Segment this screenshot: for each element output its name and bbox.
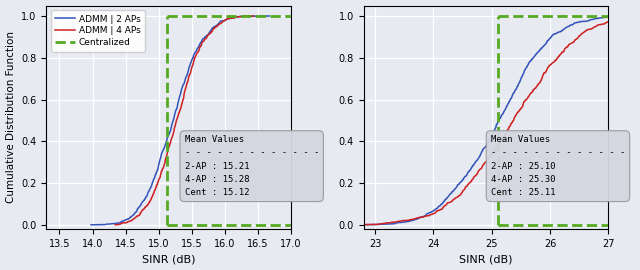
ADMM | 2 APs	[87, 223, 95, 227]
Line: ADMM | 4 APs: ADMM | 4 APs	[115, 16, 254, 225]
ADMM | 4 APs	[536, 80, 544, 83]
ADMM | 2 APs	[166, 131, 173, 134]
ADMM | 2 APs	[266, 14, 273, 18]
ADMM | 2 APs	[438, 202, 446, 205]
ADMM | 4 APs	[170, 131, 177, 134]
ADMM | 4 APs	[250, 14, 258, 18]
ADMM | 4 APs	[444, 202, 451, 205]
ADMM | 2 APs	[181, 80, 189, 83]
X-axis label: SINR (dB): SINR (dB)	[459, 254, 513, 264]
ADMM | 2 APs	[529, 57, 536, 60]
Line: ADMM | 4 APs: ADMM | 4 APs	[364, 16, 640, 225]
ADMM | 2 APs	[358, 223, 365, 227]
Line: ADMM | 2 APs: ADMM | 2 APs	[362, 16, 640, 225]
ADMM | 2 APs	[163, 139, 170, 142]
ADMM | 4 APs	[184, 80, 191, 83]
ADMM | 4 APs	[191, 57, 198, 60]
ADMM | 2 APs	[490, 131, 497, 134]
ADMM | 4 APs	[360, 223, 367, 227]
ADMM | 4 APs	[550, 60, 558, 64]
Y-axis label: Cumulative Distribution Function: Cumulative Distribution Function	[6, 31, 15, 203]
ADMM | 2 APs	[189, 57, 197, 60]
X-axis label: SINR (dB): SINR (dB)	[142, 254, 195, 264]
ADMM | 2 APs	[486, 139, 493, 142]
ADMM | 4 APs	[111, 223, 119, 227]
ADMM | 4 APs	[502, 131, 509, 134]
Text: Mean Values
- - - - - - - - - - - - -
2-AP : 15.21
4-AP : 15.28
Cent : 15.12: Mean Values - - - - - - - - - - - - - 2-…	[184, 135, 319, 197]
ADMM | 4 APs	[554, 57, 561, 60]
ADMM | 4 APs	[167, 139, 175, 142]
Legend: ADMM | 2 APs, ADMM | 4 APs, Centralized: ADMM | 2 APs, ADMM | 4 APs, Centralized	[51, 10, 145, 52]
ADMM | 4 APs	[497, 139, 505, 142]
ADMM | 2 APs	[138, 202, 145, 205]
ADMM | 4 APs	[189, 60, 197, 64]
ADMM | 2 APs	[525, 60, 533, 64]
Line: ADMM | 2 APs: ADMM | 2 APs	[91, 16, 269, 225]
ADMM | 2 APs	[188, 60, 195, 64]
ADMM | 4 APs	[145, 202, 152, 205]
ADMM | 2 APs	[516, 80, 524, 83]
Text: Mean Values
- - - - - - - - - - - - -
2-AP : 25.10
4-AP : 25.30
Cent : 25.11: Mean Values - - - - - - - - - - - - - 2-…	[491, 135, 625, 197]
